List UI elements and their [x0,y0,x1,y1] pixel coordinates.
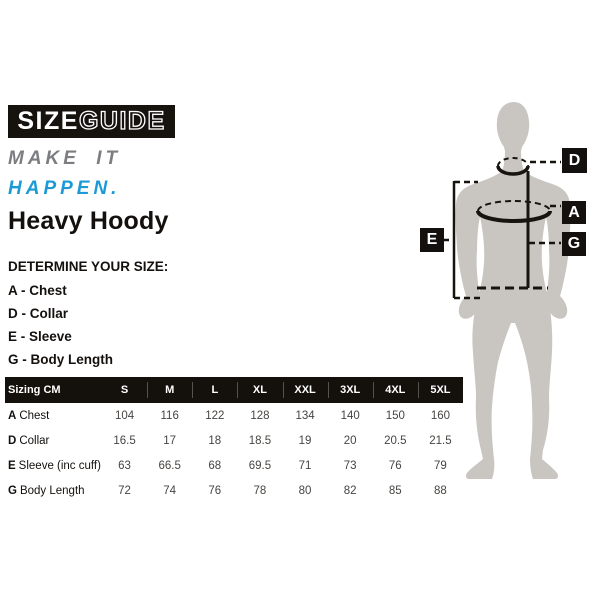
size-col-header-l: L [192,377,237,403]
body-length-marker-badge: G [562,232,586,256]
legend-item-body-length: G - Body Length [8,352,113,367]
table-row-chest: A Chest 104 116 122 128 134 140 150 160 [5,403,463,428]
size-col-header-4xl: 4XL [372,377,418,403]
collar-ellipse-bottom [496,165,530,176]
row-label: E Sleeve (inc cuff) [5,460,102,472]
measure-value: 63 [118,459,131,472]
measure-value: 122 [205,409,225,422]
row-label: G Body Length [5,485,102,497]
row-name: Body Length [19,484,85,497]
collar-marker-badge: D [562,148,587,173]
measure-value: 82 [343,484,357,497]
measure-value: 68 [208,459,222,472]
sleeve-marker-badge: E [420,228,444,252]
table-body: A Chest 104 116 122 128 134 140 150 160 D… [5,403,463,503]
tagline-line-1: MAKE IT [8,148,122,169]
measure-value: 160 [430,409,451,422]
measure-value: 21.5 [429,434,452,447]
body-silhouette [455,102,571,479]
legend-item-collar: D - Collar [8,306,69,321]
size-col-header-5xl: 5XL [417,377,463,403]
chest-marker-badge: A [562,201,586,224]
size-col-header-xl: XL [237,377,282,403]
chest-ellipse-top-dash [477,200,551,212]
row-label: A Chest [5,410,102,422]
measure-value: 17 [163,434,177,447]
measure-value: 20 [343,434,357,447]
logo-solid-text: SIZE [17,107,79,135]
size-col-header-xxl: XXL [282,377,328,403]
tagline-line-2: HAPPEN. [8,178,121,199]
legend-item-chest: A - Chest [8,283,67,298]
table-row-collar: D Collar 16.5 17 18 18.5 19 20 20.5 21.5 [5,428,463,453]
measure-value: 85 [388,484,402,497]
measure-value: 116 [160,409,179,422]
size-col-header-3xl: 3XL [327,377,373,403]
collar-ellipse-top-dash [497,157,529,167]
measure-value: 73 [343,459,357,472]
row-key: E [8,459,16,472]
measure-value: 140 [340,409,360,422]
table-row-body-length: G Body Length 72 74 76 78 80 82 85 88 [5,478,463,503]
measure-value: 76 [208,484,222,497]
size-col-header-s: S [120,384,129,396]
measure-value: 18.5 [248,434,272,447]
measure-value: 104 [114,409,135,422]
row-name: Collar [19,434,50,447]
measure-value: 79 [434,459,447,472]
measure-value: 19 [298,434,312,447]
size-legend: DETERMINE YOUR SIZE: A - Chest D - Colla… [8,255,168,371]
row-key: G [8,484,17,497]
logo-outline-text: GUIDE [78,107,166,135]
row-label: D Collar [5,435,102,447]
unit-label: Sizing CM [8,384,61,396]
measure-value: 78 [253,484,267,497]
measurement-lines [444,157,561,300]
row-name: Sleeve (inc cuff) [18,459,101,472]
legend-heading: DETERMINE YOUR SIZE: [8,259,169,274]
table-header-row: Sizing CM S M L XL XXL 3XL 4XL 5XL [5,377,463,403]
measure-value: 150 [385,409,405,422]
chest-ellipse-bottom [476,210,552,223]
measure-value: 74 [163,484,177,497]
measure-value: 128 [250,409,270,422]
measure-value: 76 [388,459,402,472]
product-title: Heavy Hoody [8,207,169,235]
sizing-table: Sizing CM S M L XL XXL 3XL 4XL 5XL A Ches… [5,377,463,503]
row-key: D [8,434,17,447]
measure-value: 72 [118,484,131,497]
measure-value: 88 [434,484,447,497]
measure-value: 71 [298,459,312,472]
brand-logo: SIZE GUIDE [8,105,175,138]
table-row-sleeve: E Sleeve (inc cuff) 63 66.5 68 69.5 71 73… [5,453,463,478]
legend-item-sleeve: E - Sleeve [8,329,72,344]
measure-value: 80 [298,484,312,497]
measure-value: 18 [208,434,222,447]
measure-value: 66.5 [158,459,181,472]
row-name: Chest [19,409,50,422]
size-col-header-m: M [147,377,192,403]
measure-value: 69.5 [248,459,272,472]
row-key: A [8,409,17,422]
measure-value: 16.5 [113,434,136,447]
measure-value: 20.5 [384,434,407,447]
measure-value: 134 [295,409,315,422]
